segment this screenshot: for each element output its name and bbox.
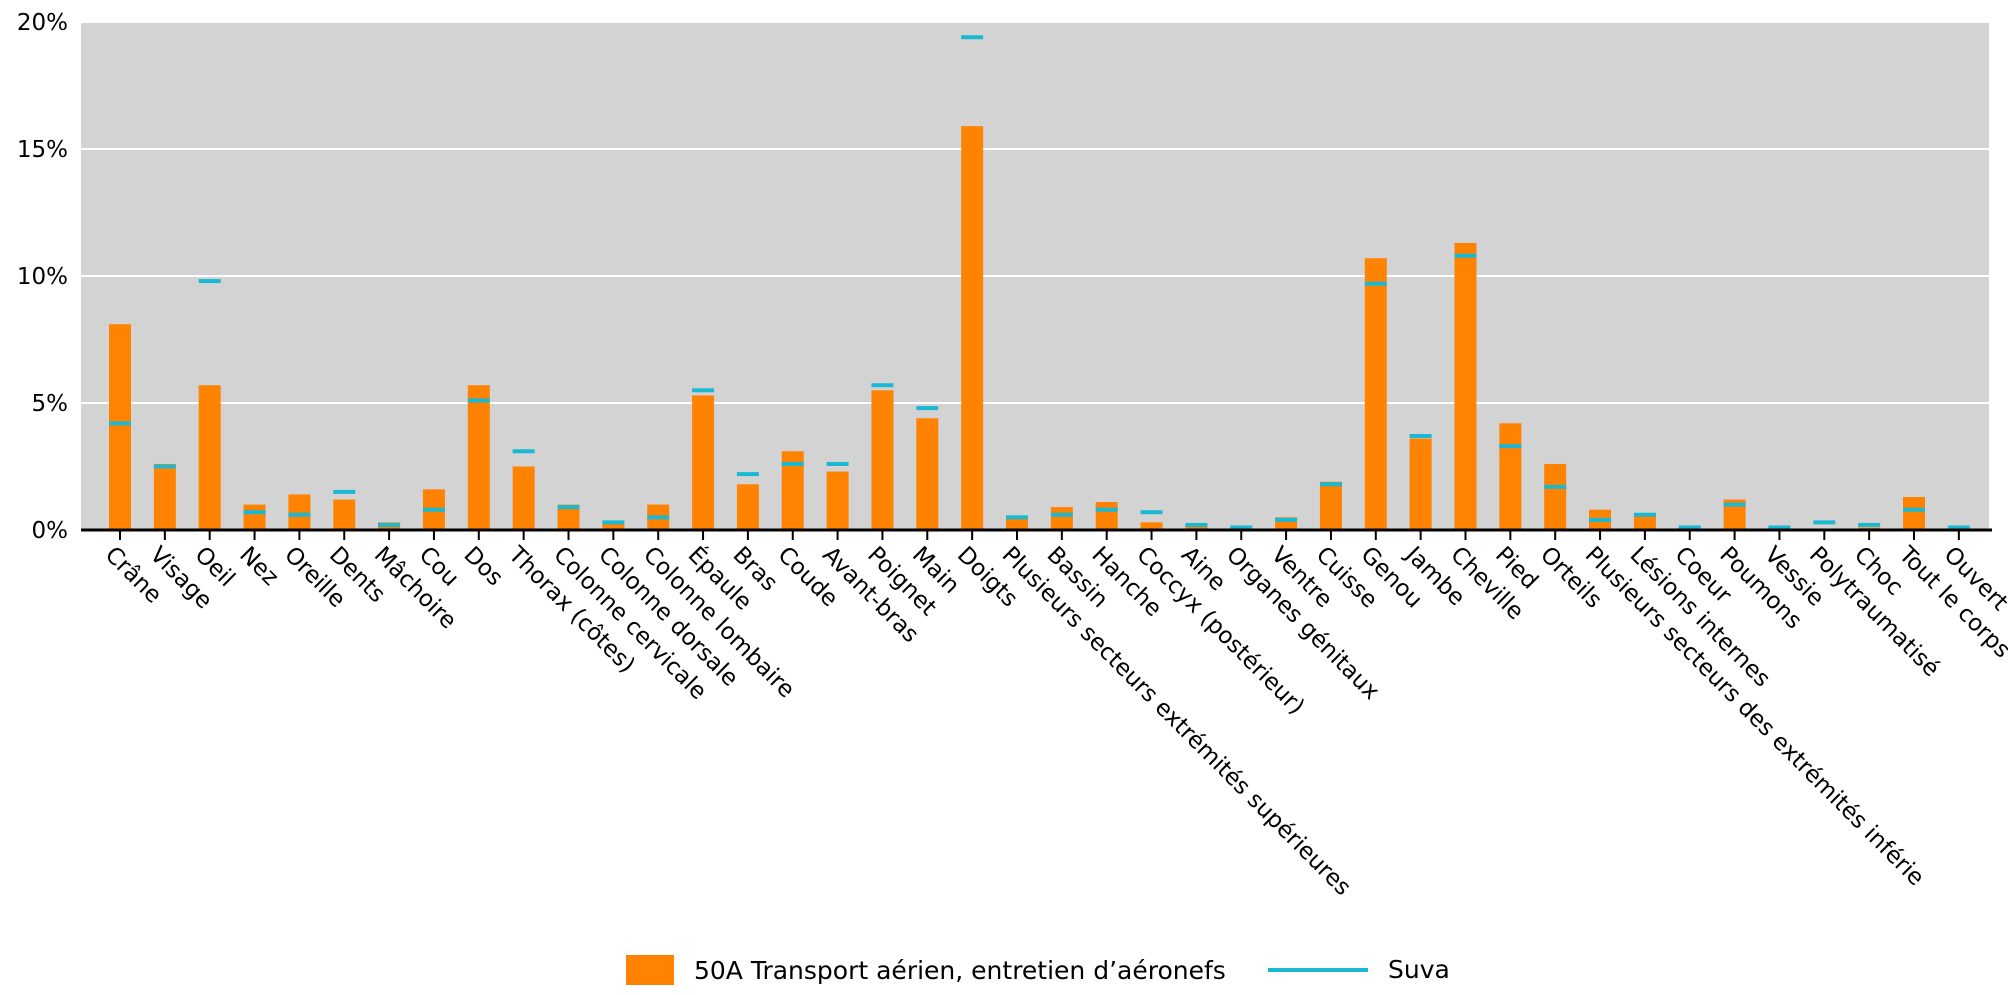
bar xyxy=(692,395,715,530)
bar xyxy=(1409,438,1432,530)
suva-marker xyxy=(602,520,625,525)
y-tick-label: 5% xyxy=(32,391,69,417)
suva-marker xyxy=(1589,517,1612,522)
x-tick-label: Nez xyxy=(234,542,283,591)
suva-marker xyxy=(1678,525,1701,530)
legend-item-line: Suva xyxy=(1268,955,1450,984)
suva-marker xyxy=(333,489,356,494)
suva-marker xyxy=(692,388,715,393)
suva-marker xyxy=(288,512,311,517)
bar xyxy=(961,126,984,530)
bar xyxy=(1006,517,1028,530)
bar xyxy=(826,471,849,530)
legend-bar-swatch xyxy=(626,955,674,985)
bar xyxy=(1499,423,1522,530)
suva-marker xyxy=(961,35,984,40)
suva-marker xyxy=(1544,484,1567,489)
bar xyxy=(1050,507,1073,530)
bar xyxy=(557,504,580,530)
suva-marker xyxy=(1633,512,1656,517)
suva-marker xyxy=(1050,512,1073,517)
bar xyxy=(871,390,894,530)
suva-marker xyxy=(153,464,176,469)
y-tick-label: 10% xyxy=(17,264,68,290)
suva-marker xyxy=(736,472,759,477)
bar xyxy=(736,484,759,530)
bar xyxy=(916,418,939,530)
suva-marker xyxy=(1140,510,1163,515)
legend-line-swatch xyxy=(1268,967,1368,972)
suva-marker xyxy=(378,522,401,527)
suva-marker xyxy=(1006,515,1028,520)
bar xyxy=(1723,499,1746,530)
suva-marker xyxy=(1903,507,1925,512)
chart: 0% 5% 10% 15% 20% CrâneVisageOeilNezOreilleD… xyxy=(17,10,2008,901)
bar xyxy=(1095,502,1118,530)
legend-item-bar: 50A Transport aérien, entretien d’aérone… xyxy=(626,955,1226,985)
suva-marker xyxy=(198,279,221,284)
suva-marker xyxy=(826,461,849,466)
bar xyxy=(109,324,131,530)
suva-marker xyxy=(1454,253,1477,258)
x-tick-label: Dos xyxy=(459,542,508,591)
bar xyxy=(1544,463,1567,530)
suva-marker xyxy=(512,449,535,454)
bar xyxy=(1319,481,1342,530)
suva-marker xyxy=(1858,522,1881,527)
suva-marker xyxy=(1275,517,1298,522)
suva-marker xyxy=(1185,522,1208,527)
suva-marker xyxy=(557,505,580,510)
suva-marker xyxy=(243,510,266,515)
bar xyxy=(1903,496,1925,530)
suva-marker xyxy=(109,421,131,426)
suva-marker xyxy=(1319,482,1342,487)
suva-marker xyxy=(1364,281,1387,286)
suva-marker xyxy=(1095,507,1118,512)
suva-marker xyxy=(1947,525,1970,530)
legend-bar-label: 50A Transport aérien, entretien d’aérone… xyxy=(694,955,1226,985)
bar xyxy=(1454,242,1477,531)
suva-marker xyxy=(1768,525,1791,530)
bar xyxy=(1633,514,1656,530)
x-tick-labels: CrâneVisageOeilNezOreilleDentsMâchoireCo… xyxy=(100,540,2008,900)
suva-marker xyxy=(916,406,939,411)
suva-marker xyxy=(1499,444,1522,449)
x-tick-marks xyxy=(119,530,1960,540)
bar xyxy=(288,494,311,530)
bar xyxy=(781,451,804,530)
gridlines xyxy=(81,21,1992,404)
bar xyxy=(198,385,221,530)
suva-marker xyxy=(467,398,490,403)
suva-marker xyxy=(1813,520,1836,525)
suva-marker xyxy=(1230,525,1253,530)
bar xyxy=(1140,522,1163,530)
bar xyxy=(333,499,356,530)
suva-marker xyxy=(422,507,445,512)
y-tick-label: 20% xyxy=(17,10,68,36)
y-tick-labels: 0% 5% 10% 15% 20% xyxy=(17,10,68,544)
bar xyxy=(1364,258,1387,530)
y-tick-label: 15% xyxy=(17,137,68,163)
y-tick-label: 0% xyxy=(32,518,69,544)
bar xyxy=(512,466,535,530)
bar xyxy=(467,385,490,530)
legend: 50A Transport aérien, entretien d’aérone… xyxy=(0,955,2008,995)
legend-line-label: Suva xyxy=(1388,955,1450,984)
bar xyxy=(153,463,176,530)
bar xyxy=(243,504,266,530)
suva-marker xyxy=(647,515,670,520)
suva-marker xyxy=(1723,502,1746,507)
suva-marker xyxy=(871,383,894,388)
bar xyxy=(1185,524,1208,530)
suva-markers xyxy=(109,35,1970,530)
suva-marker xyxy=(781,461,804,466)
bar xyxy=(602,522,625,530)
suva-marker xyxy=(1409,434,1432,439)
